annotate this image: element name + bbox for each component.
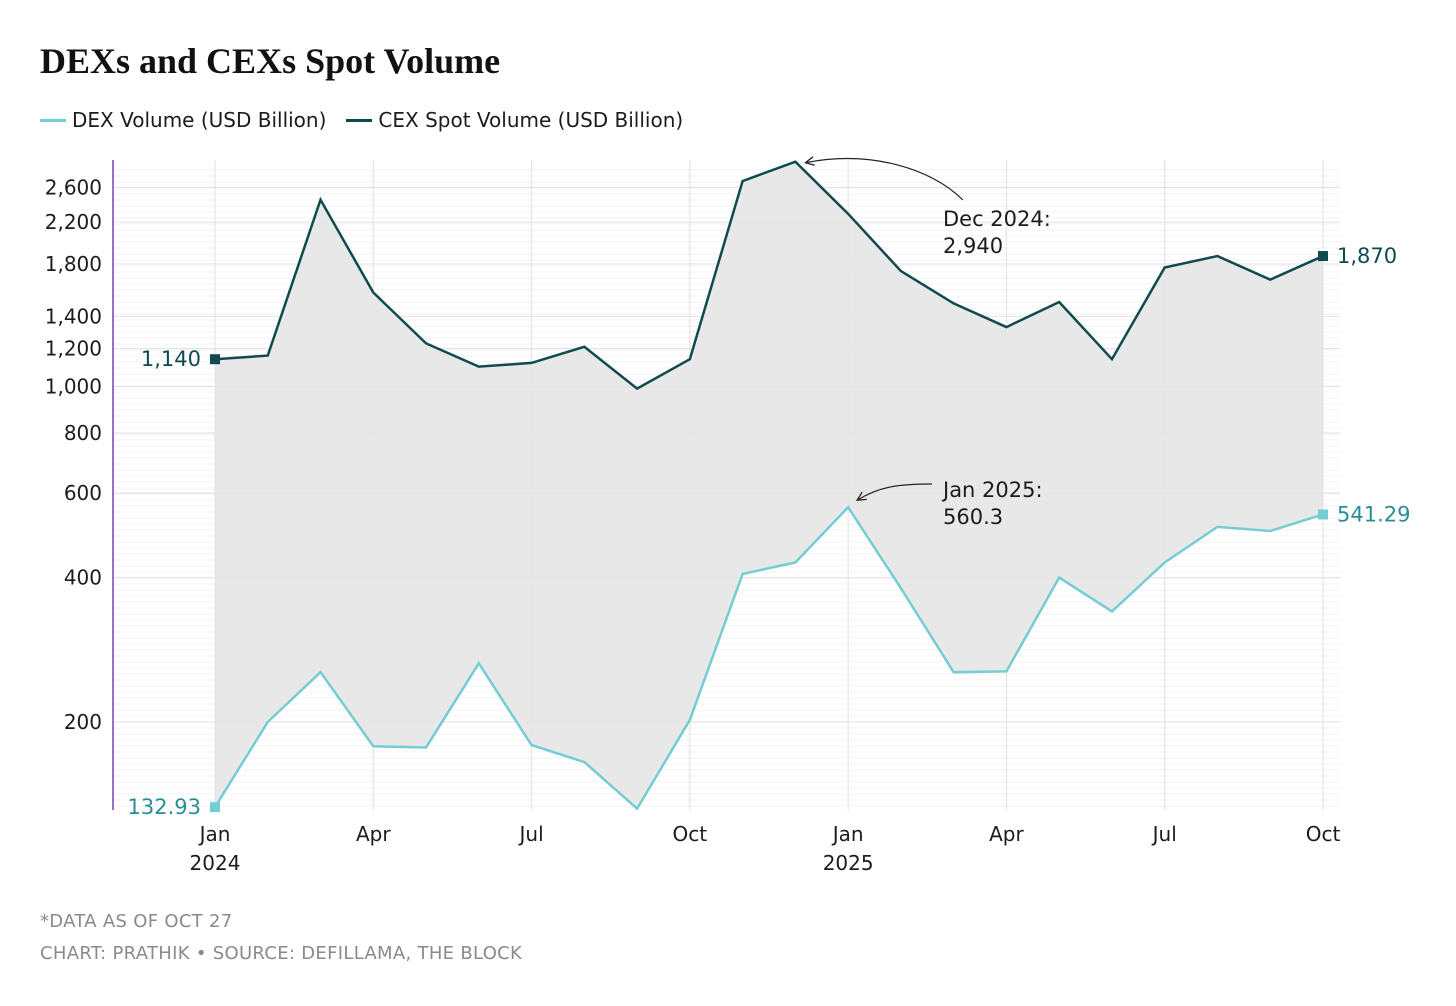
- y-tick-label: 1,000: [45, 375, 102, 399]
- y-tick-label: 2,200: [45, 210, 102, 234]
- annotation-arrow-dex: [857, 483, 933, 500]
- legend-swatch-cex: [346, 118, 373, 122]
- y-tick-label: 1,200: [45, 337, 102, 361]
- annotation-cex-value: 2,940: [943, 234, 1003, 258]
- chart-title: DEXs and CEXs Spot Volume: [40, 41, 501, 81]
- cex-start-marker: [210, 354, 220, 365]
- x-tick-label: Apr: [989, 822, 1024, 846]
- y-tick-label: 1,800: [45, 252, 102, 276]
- legend-label-dex: DEX Volume (USD Billion): [72, 108, 327, 132]
- legend-item-cex: CEX Spot Volume (USD Billion): [346, 108, 683, 132]
- legend-swatch-dex: [40, 118, 66, 122]
- cex-start-label: 1,140: [141, 347, 201, 371]
- annotation-arrow-cex: [805, 159, 964, 201]
- dex-start-label: 132.93: [128, 795, 201, 819]
- annotation-dex-value: 560.3: [943, 505, 1003, 529]
- cex-end-label: 1,870: [1337, 244, 1397, 268]
- y-tick-label: 1,400: [45, 304, 102, 328]
- x-tick-label: Jul: [518, 822, 544, 846]
- series-line-dex: [213, 505, 1324, 811]
- annotation-cex-label: Dec 2024:: [943, 207, 1051, 231]
- y-tick-label: 800: [64, 421, 102, 445]
- series-line-cex: [214, 160, 1324, 391]
- y-tick-label: 200: [64, 710, 102, 734]
- area-between-series: [215, 161, 1323, 809]
- x-tick-sublabel: 2025: [823, 851, 874, 875]
- legend-item-dex: DEX Volume (USD Billion): [40, 108, 326, 132]
- y-tick-label: 400: [64, 566, 102, 590]
- y-tick-label: 600: [64, 481, 102, 505]
- x-tick-label: Oct: [1306, 822, 1341, 846]
- cex-end-marker: [1318, 251, 1328, 262]
- annotation-dex-label: Jan 2025:: [941, 478, 1043, 502]
- x-tick-label: Oct: [673, 822, 708, 846]
- y-tick-label: 2,600: [45, 175, 102, 199]
- dex-end-label: 541.29: [1337, 502, 1410, 526]
- legend-label-cex: CEX Spot Volume (USD Billion): [378, 108, 684, 132]
- x-tick-label: Jul: [1151, 822, 1177, 846]
- data-note: *DATA AS OF OCT 27: [40, 911, 233, 932]
- x-tick-label: Apr: [356, 822, 391, 846]
- dex-end-marker: [1318, 509, 1328, 520]
- dex-start-marker: [210, 802, 220, 813]
- source-credit: CHART: PRATHIK • SOURCE: DEFILLAMA, THE …: [40, 943, 523, 964]
- x-tick-label: Jan: [198, 822, 231, 846]
- line-chart: 200 400 600 800 1,000 1,200 1,400 1,800 2,200 2,6…: [45, 0, 1410, 875]
- chart-legend: DEX Volume (USD Billion) CEX Spot Volume…: [40, 108, 703, 132]
- x-tick-label: Jan: [831, 822, 864, 846]
- x-tick-sublabel: 2024: [190, 851, 241, 875]
